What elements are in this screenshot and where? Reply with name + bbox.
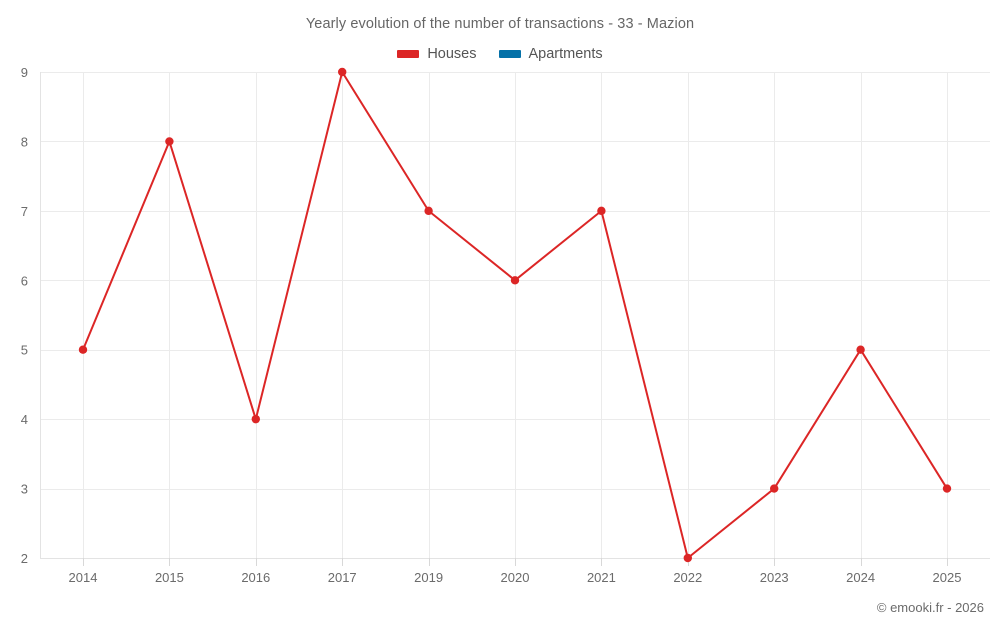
x-tick-label: 2014 <box>69 570 98 585</box>
data-point[interactable]: Houses 2021: 7 <box>597 206 606 216</box>
data-point[interactable]: Houses 2019: 7 <box>424 206 433 216</box>
x-tick-label: 2020 <box>501 570 530 585</box>
x-tick-label: 2023 <box>760 570 789 585</box>
y-tick-label: 5 <box>21 343 28 358</box>
y-tick-label: 4 <box>21 412 28 427</box>
x-tick-label: 2016 <box>241 570 270 585</box>
footer-credit: © emooki.fr - 2026 <box>876 600 984 615</box>
y-tick-label: 6 <box>21 273 28 288</box>
y-tick-label: 8 <box>21 134 28 149</box>
legend-label-apartments: Apartments <box>528 46 603 62</box>
legend-label-houses: Houses <box>427 46 477 62</box>
chart-title: Yearly evolution of the number of transa… <box>305 16 695 32</box>
x-tick-label: 2015 <box>155 570 184 585</box>
chart-legend: Houses Apartments <box>0 46 1000 62</box>
axis-lines <box>40 72 990 566</box>
y-tick-label: 3 <box>21 482 28 497</box>
data-point[interactable]: Houses 2020: 6 <box>510 276 520 285</box>
legend-swatch-houses <box>397 50 420 58</box>
legend-item-apartments[interactable]: Apartments <box>498 46 603 62</box>
data-point[interactable]: Houses 2017: 9 <box>338 67 347 77</box>
x-tick-label: 2024 <box>846 570 875 585</box>
x-tick-label: 2022 <box>673 570 702 585</box>
data-series: Houses 2014: 5 Houses 2015: 8 Houses 2016:… <box>78 67 952 563</box>
y-tick-label: 2 <box>21 551 28 566</box>
y-tick-label: 7 <box>21 204 28 219</box>
y-tick-label: 9 <box>21 65 28 80</box>
x-tick-label: 2017 <box>328 570 357 585</box>
x-tick-label: 2019 <box>414 570 443 585</box>
data-point[interactable]: Houses 2025: 3 <box>942 484 952 493</box>
data-point[interactable]: Houses 2016: 4 <box>251 414 260 424</box>
data-point[interactable]: Houses 2022: 2 <box>683 553 692 563</box>
data-point[interactable]: Houses 2024: 5 <box>856 345 865 354</box>
data-point[interactable]: Houses 2014: 5 <box>78 345 88 354</box>
grid-lines <box>40 72 990 559</box>
x-axis-tick-labels: 2014 2015 2016 2017 2019 2020 2021 2022 2023 2024… <box>69 570 962 585</box>
x-tick-label: 2021 <box>587 570 616 585</box>
legend-item-houses[interactable]: Houses <box>397 46 477 62</box>
y-axis-tick-labels: 2 3 4 5 6 7 8 9 <box>21 65 28 566</box>
x-tick-label: 2025 <box>933 570 962 585</box>
legend-swatch-apartments <box>498 50 521 58</box>
data-point[interactable]: Houses 2023: 3 <box>770 484 779 493</box>
data-point[interactable]: Houses 2015: 8 <box>165 137 174 146</box>
